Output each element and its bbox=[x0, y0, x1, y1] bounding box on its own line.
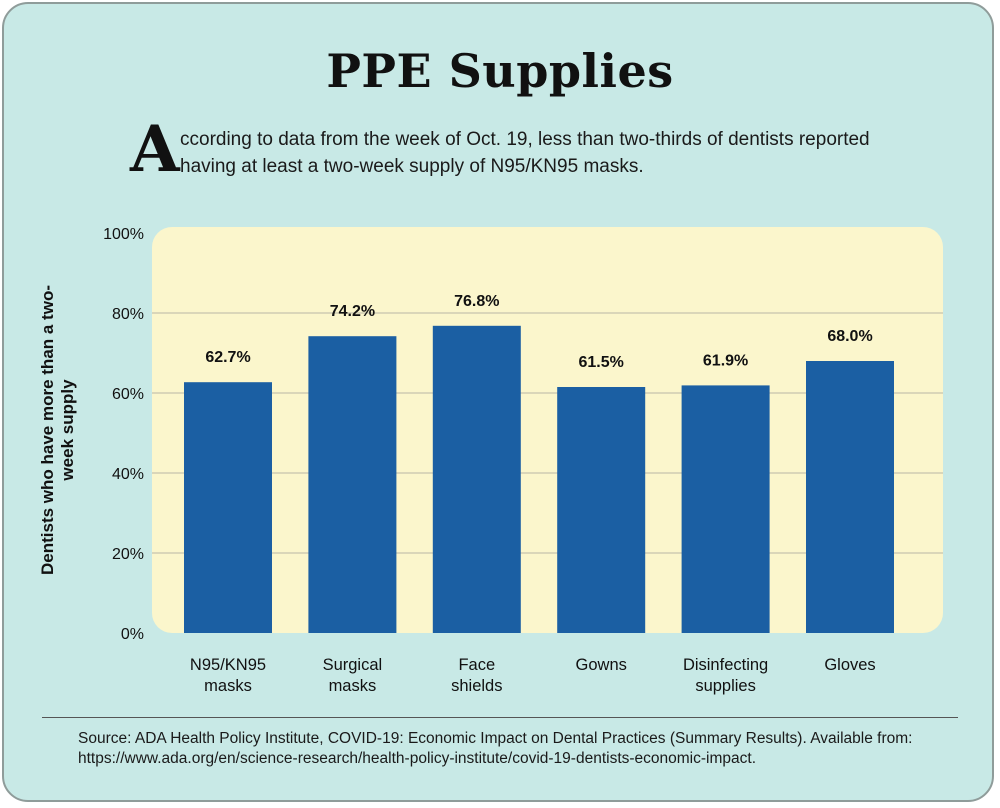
x-tick-label: N95/KN95 masks bbox=[190, 656, 266, 695]
data-label: 74.2% bbox=[330, 303, 375, 320]
source-divider bbox=[42, 717, 958, 718]
data-label: 76.8% bbox=[454, 293, 499, 310]
intro-text: ccording to data from the week of Oct. 1… bbox=[180, 129, 870, 177]
y-tick-label: 40% bbox=[112, 466, 144, 483]
y-tick-label: 0% bbox=[121, 626, 144, 643]
chart-title: PPE Supplies bbox=[326, 44, 674, 98]
data-label: 62.7% bbox=[205, 349, 250, 366]
intro-drop-cap: A bbox=[130, 112, 180, 187]
y-tick-label: 80% bbox=[112, 306, 144, 323]
y-tick-label: 60% bbox=[112, 386, 144, 403]
bar bbox=[681, 385, 770, 633]
bar bbox=[432, 325, 521, 633]
y-tick-label: 20% bbox=[112, 546, 144, 563]
x-tick-label: Face shields bbox=[451, 656, 502, 695]
bar bbox=[557, 387, 646, 633]
data-label: 61.5% bbox=[579, 354, 624, 371]
y-tick-label: 100% bbox=[103, 226, 144, 243]
bar bbox=[308, 336, 397, 633]
data-label: 68.0% bbox=[827, 328, 872, 345]
bar bbox=[184, 382, 272, 633]
x-tick-label: Gloves bbox=[824, 656, 875, 674]
x-tick-label: Surgical masks bbox=[323, 656, 383, 695]
bar bbox=[806, 361, 894, 633]
x-tick-label: Gowns bbox=[576, 656, 627, 674]
source-note: Source: ADA Health Policy Institute, COV… bbox=[78, 730, 913, 767]
data-label: 61.9% bbox=[703, 352, 748, 369]
x-tick-label: Disinfecting supplies bbox=[683, 656, 768, 695]
